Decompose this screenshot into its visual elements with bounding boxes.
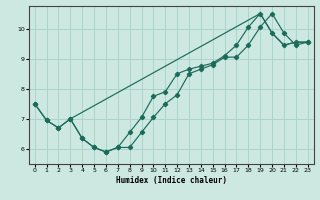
X-axis label: Humidex (Indice chaleur): Humidex (Indice chaleur) [116,176,227,185]
